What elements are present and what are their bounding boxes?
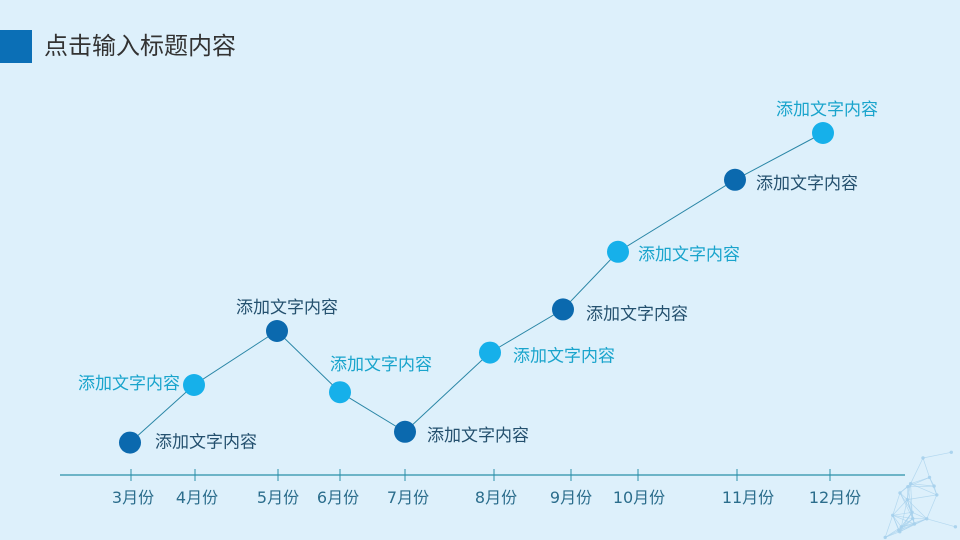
- data-point: [552, 298, 574, 321]
- network-line: [926, 518, 956, 528]
- network-line: [926, 494, 938, 519]
- network-line: [892, 515, 902, 528]
- network-line: [884, 515, 894, 538]
- network-line: [907, 485, 935, 488]
- network-node: [905, 497, 909, 502]
- series-line-group: [129, 132, 824, 443]
- x-tick-label: 4月份: [176, 488, 218, 507]
- network-line: [899, 492, 914, 519]
- network-line: [910, 483, 937, 496]
- network-line: [892, 511, 913, 516]
- network-line: [910, 483, 913, 513]
- network-decoration: [883, 450, 958, 540]
- title-accent-bar: [0, 30, 32, 63]
- network-line: [906, 499, 914, 519]
- data-label: 添加文字内容: [776, 100, 878, 120]
- network-node: [906, 485, 910, 489]
- data-point: [479, 341, 501, 364]
- x-tick-label: 8月份: [475, 488, 517, 507]
- data-label: 添加文字内容: [586, 304, 688, 324]
- network-node: [898, 530, 902, 534]
- x-tick-label: 9月份: [550, 488, 592, 507]
- data-point: [607, 240, 629, 263]
- network-node: [925, 517, 929, 521]
- x-tick-label: 3月份: [112, 488, 154, 507]
- data-labels: 添加文字内容添加文字内容添加文字内容添加文字内容添加文字内容添加文字内容添加文字…: [78, 100, 878, 453]
- network-node: [921, 456, 925, 460]
- network-node: [912, 522, 917, 526]
- network-line: [906, 483, 911, 500]
- network-line: [885, 531, 900, 538]
- data-label: 添加文字内容: [427, 426, 529, 446]
- network-node: [910, 510, 914, 514]
- x-axis: 3月份 4月份 5月份 6月份 7月份 8月份 9月份 10月份 11月份 12月份: [60, 469, 905, 507]
- network-line: [892, 514, 915, 525]
- network-line: [892, 514, 913, 519]
- data-point: [329, 381, 351, 404]
- data-point: [394, 420, 416, 443]
- data-label: 添加文字内容: [330, 355, 432, 375]
- network-line: [910, 483, 935, 487]
- data-point: [119, 431, 141, 454]
- network-node: [927, 475, 932, 480]
- network-line: [910, 457, 924, 484]
- data-label: 添加文字内容: [78, 374, 180, 394]
- network-node: [935, 493, 939, 497]
- network-line: [885, 526, 902, 538]
- page-title: 点击输入标题内容: [44, 32, 236, 60]
- data-label: 添加文字内容: [513, 347, 615, 367]
- network-line: [892, 499, 908, 516]
- network-line: [922, 457, 930, 478]
- network-node: [932, 484, 936, 488]
- data-label: 添加文字内容: [638, 245, 740, 265]
- data-points: [119, 122, 834, 454]
- x-tick-label: 10月份: [613, 488, 665, 507]
- network-node: [949, 450, 953, 454]
- network-node: [911, 516, 915, 521]
- network-node: [899, 525, 903, 529]
- network-line: [900, 499, 908, 527]
- data-label: 添加文字内容: [756, 174, 858, 194]
- network-line: [907, 494, 937, 500]
- series-line: [129, 132, 824, 443]
- network-node: [891, 513, 895, 517]
- x-tick-label: 12月份: [809, 488, 861, 507]
- network-node: [883, 535, 887, 540]
- network-line: [911, 511, 927, 520]
- data-label: 添加文字内容: [155, 433, 257, 453]
- network-line: [901, 512, 913, 528]
- network-line: [910, 477, 930, 485]
- data-point: [266, 320, 288, 342]
- network-node: [953, 525, 958, 529]
- data-point: [812, 122, 834, 144]
- network-node: [908, 482, 913, 486]
- network-line: [901, 518, 913, 528]
- network-line: [907, 499, 928, 520]
- x-tick-label: 5月份: [257, 488, 299, 507]
- network-node: [898, 491, 902, 495]
- data-label: 添加文字内容: [236, 298, 338, 318]
- x-tick-label: 11月份: [722, 488, 774, 507]
- data-point: [724, 168, 746, 191]
- data-point: [183, 374, 205, 396]
- x-tick-label: 7月份: [387, 488, 429, 507]
- network-line: [899, 483, 911, 494]
- network-line: [922, 451, 952, 459]
- x-tick-label: 6月份: [317, 488, 359, 507]
- network-line: [892, 492, 901, 516]
